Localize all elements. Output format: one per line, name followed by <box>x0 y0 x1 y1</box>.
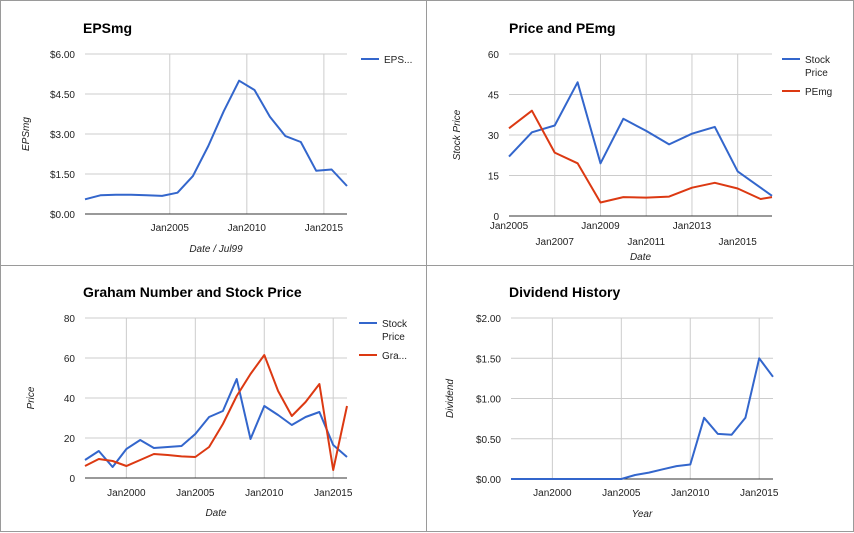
chart2-series-line-1 <box>84 378 348 468</box>
chart2-xtick-label: Jan2000 <box>107 488 146 499</box>
chart2-ylabel: Price <box>26 386 37 409</box>
chart0-ytick-label: $0.00 <box>50 210 75 221</box>
chart0-ytick-label: $3.00 <box>50 130 75 141</box>
chart3-xtick-label: Jan2005 <box>602 488 641 499</box>
chart1-ytick-label: 0 <box>493 212 499 223</box>
chart3-ytick-label: $1.50 <box>476 354 501 365</box>
chart1-legend-label-line: Price <box>805 68 828 79</box>
chart3-xtick-label: Jan2015 <box>740 488 779 499</box>
chart3-title: Dividend History <box>509 284 620 300</box>
chart2-ytick-label: 80 <box>64 314 76 325</box>
chart3-ylabel: Dividend <box>445 379 456 418</box>
chart2-legend-label: Stock Price <box>382 319 408 343</box>
chart0-legend-label: EPS... <box>384 55 412 66</box>
chart1-ytick-label: 30 <box>488 131 500 142</box>
eps-chart: EPSmg $0.00 $1.50 $3.00 $4.50 $6.00 Jan2005 Jan… <box>21 20 412 255</box>
chart1-title: Price and PEmg <box>509 20 616 36</box>
chart1-ytick-label: 60 <box>488 50 500 61</box>
chart0-ytick-label: $6.00 <box>50 50 75 61</box>
chart0-xtick-label: Jan2005 <box>151 223 190 234</box>
chart2-ytick-label: 20 <box>64 434 76 445</box>
chart2-ytick-label: 0 <box>69 474 75 485</box>
chart1-xtick-label: Jan2005 <box>490 221 529 232</box>
chart2-ytick-label: 60 <box>64 354 76 365</box>
chart3-ytick-label: $1.00 <box>476 395 501 406</box>
chart1-ytick-label: 45 <box>488 91 500 102</box>
chart0-xtick-label: Jan2015 <box>305 223 344 234</box>
chart1-legend-label-line: Stock <box>805 55 831 66</box>
chart3-ytick-label: $2.00 <box>476 314 501 325</box>
chart2-title: Graham Number and Stock Price <box>83 284 302 300</box>
chart2-legend-label-line: Price <box>382 332 405 343</box>
chart2-xlabel: Date <box>205 508 227 519</box>
chart0-title: EPSmg <box>83 20 132 36</box>
chart3-ytick-label: $0.00 <box>476 475 501 486</box>
chart0-xlabel: Date / Jul99 <box>189 244 243 255</box>
chart0-ytick-label: $1.50 <box>50 170 75 181</box>
dividend-history-chart: Dividend History $0.00 $0.50 $1.00 $1.50 $2.0… <box>445 284 779 520</box>
chart2-series-line-2 <box>84 354 348 471</box>
dividend-history-chart-panel: Dividend History $0.00 $0.50 $1.00 $1.50 $2.0… <box>426 265 854 532</box>
chart1-xtick-label: Jan2007 <box>536 237 575 248</box>
chart2-ytick-label: 40 <box>64 394 76 405</box>
chart0-ylabel: EPSmg <box>21 117 32 151</box>
chart3-xtick-label: Jan2010 <box>671 488 710 499</box>
chart1-xtick-label: Jan2015 <box>719 237 758 248</box>
chart1-series-line-1 <box>508 81 773 197</box>
chart2-xtick-label: Jan2005 <box>176 488 215 499</box>
chart3-series-line-1 <box>511 357 774 480</box>
graham-number-chart-panel: Graham Number and Stock Price 0 20 40 60 80 Ja… <box>0 265 427 532</box>
chart1-legend-label: Stock Price <box>805 55 831 79</box>
chart2-legend-label-line: Stock <box>382 319 408 330</box>
graham-number-chart: Graham Number and Stock Price 0 20 40 60 80 Ja… <box>26 284 408 519</box>
price-pe-chart: Price and PEmg 0 15 30 45 60 Jan2005 Jan2007 Jan… <box>452 20 832 263</box>
chart1-xtick-label: Jan2009 <box>581 221 620 232</box>
chart2-xtick-label: Jan2015 <box>314 488 353 499</box>
chart2-legend-label: Gra... <box>382 351 407 362</box>
chart1-xlabel: Date <box>630 252 652 263</box>
chart1-ylabel: Stock Price <box>452 109 463 160</box>
price-pe-chart-panel: Price and PEmg 0 15 30 45 60 Jan2005 Jan2007 Jan… <box>426 0 854 266</box>
chart1-ytick-label: 15 <box>488 172 500 183</box>
chart1-xtick-label: Jan2011 <box>627 237 665 248</box>
chart0-xtick-label: Jan2010 <box>228 223 267 234</box>
chart3-xtick-label: Jan2000 <box>533 488 572 499</box>
chart3-xlabel: Year <box>632 509 653 520</box>
chart1-legend-label: PEmg <box>805 87 832 98</box>
chart1-series-line-2 <box>508 109 773 204</box>
chart2-xtick-label: Jan2010 <box>245 488 284 499</box>
eps-chart-panel: EPSmg $0.00 $1.50 $3.00 $4.50 $6.00 Jan2005 Jan… <box>0 0 427 266</box>
chart0-ytick-label: $4.50 <box>50 90 75 101</box>
chart1-xtick-label: Jan2013 <box>673 221 712 232</box>
chart3-ytick-label: $0.50 <box>476 435 501 446</box>
chart0-series-line-1 <box>84 79 348 201</box>
